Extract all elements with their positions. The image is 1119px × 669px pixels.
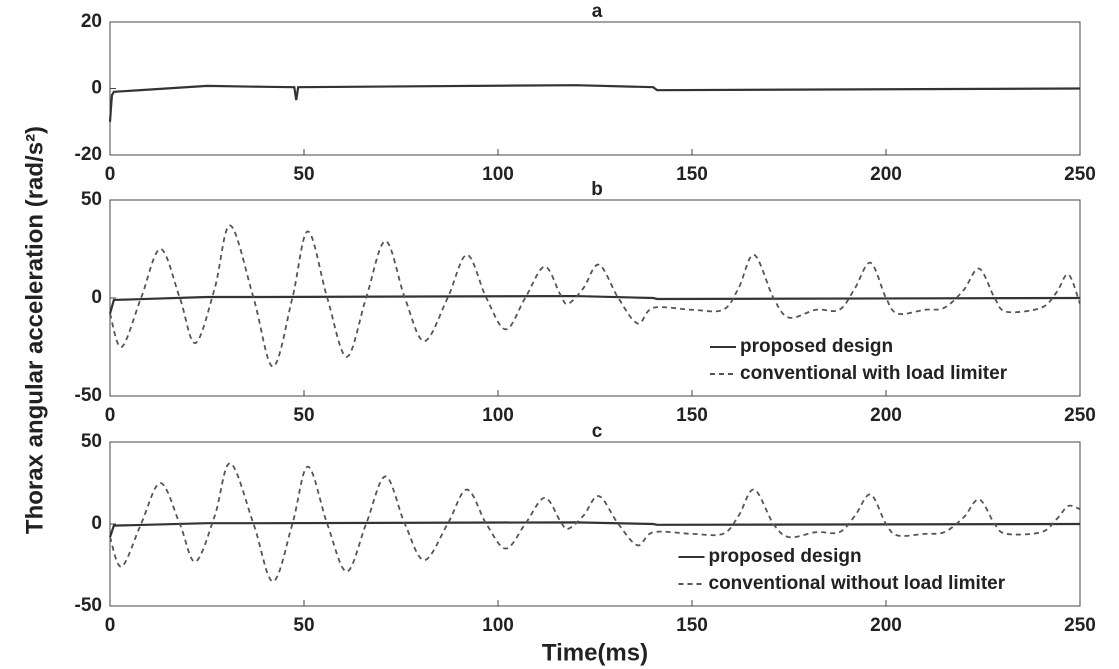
y-tick-label: 20 bbox=[81, 11, 102, 32]
y-tick-label: 0 bbox=[91, 513, 102, 534]
y-tick-label: -20 bbox=[75, 144, 102, 165]
x-tick-label: 200 bbox=[870, 405, 902, 426]
x-tick-label: 50 bbox=[293, 615, 314, 636]
legend-label: proposed design bbox=[740, 336, 893, 357]
y-tick-label: 0 bbox=[91, 78, 102, 99]
y-tick-label: -50 bbox=[75, 385, 102, 406]
y-tick-label: 0 bbox=[91, 287, 102, 308]
y-tick-label: 50 bbox=[81, 431, 102, 452]
x-tick-label: 200 bbox=[870, 615, 902, 636]
subplot-title: a bbox=[592, 1, 603, 22]
x-tick-label: 50 bbox=[293, 164, 314, 185]
series-line bbox=[109, 224, 1081, 368]
series-line bbox=[108, 294, 1081, 314]
legend-label: proposed design bbox=[709, 546, 862, 567]
series-line bbox=[109, 462, 1081, 583]
x-tick-label: 100 bbox=[482, 405, 514, 426]
x-tick-label: 0 bbox=[105, 164, 116, 185]
x-tick-label: 250 bbox=[1064, 405, 1096, 426]
x-tick-label: 250 bbox=[1064, 615, 1096, 636]
x-tick-label: 150 bbox=[676, 615, 708, 636]
y-tick-label: 50 bbox=[81, 189, 102, 210]
legend-label: conventional without load limiter bbox=[709, 573, 1006, 594]
y-axis-label: Thorax angular acceleration (rad/s²) bbox=[21, 126, 48, 534]
legend-label: conventional with load limiter bbox=[740, 363, 1008, 384]
x-axis-label: Time(ms) bbox=[542, 639, 648, 666]
series-line bbox=[108, 521, 1081, 538]
x-tick-label: 200 bbox=[870, 164, 902, 185]
subplot-title: c bbox=[592, 421, 603, 442]
x-tick-label: 50 bbox=[293, 405, 314, 426]
x-tick-label: 250 bbox=[1064, 164, 1096, 185]
y-tick-label: -50 bbox=[75, 595, 102, 616]
x-tick-label: 150 bbox=[676, 405, 708, 426]
x-tick-label: 0 bbox=[105, 405, 116, 426]
subplot-title: b bbox=[591, 179, 603, 200]
series-line bbox=[108, 84, 1081, 122]
x-tick-label: 0 bbox=[105, 615, 116, 636]
x-tick-label: 150 bbox=[676, 164, 708, 185]
x-tick-label: 100 bbox=[482, 164, 514, 185]
x-tick-label: 100 bbox=[482, 615, 514, 636]
